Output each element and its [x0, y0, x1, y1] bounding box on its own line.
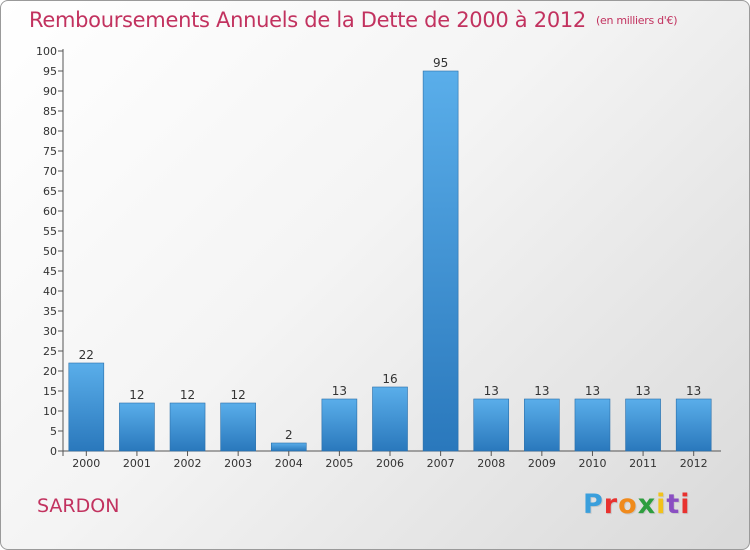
y-tick-label: 100	[36, 45, 57, 58]
bar-value-label: 12	[180, 388, 195, 402]
bar-value-label: 95	[433, 56, 448, 70]
y-tick-label: 95	[43, 65, 57, 78]
x-tick-label: 2000	[72, 457, 100, 470]
bar	[270, 442, 307, 452]
y-tick-label: 85	[43, 105, 57, 118]
y-tick-label: 30	[43, 325, 57, 338]
y-tick-label: 40	[43, 285, 57, 298]
bar	[169, 402, 206, 452]
y-tick-label: 25	[43, 345, 57, 358]
x-tick-label: 2006	[376, 457, 404, 470]
bar-value-label: 12	[231, 388, 246, 402]
x-tick-label: 2009	[528, 457, 556, 470]
bar	[524, 398, 560, 452]
x-tick-label: 2012	[680, 457, 708, 470]
logo-letter: i	[680, 489, 691, 520]
bar	[68, 362, 105, 452]
bar-value-label: 16	[382, 372, 397, 386]
y-tick-label: 70	[43, 165, 57, 178]
bar-value-label: 13	[332, 384, 347, 398]
bar-value-label: 22	[79, 348, 94, 362]
logo-letter: o	[618, 489, 638, 520]
y-tick-label: 5	[50, 425, 57, 438]
y-tick-label: 75	[43, 145, 57, 158]
y-tick-label: 90	[43, 85, 57, 98]
logo-letter: P	[583, 489, 604, 520]
logo-letter: x	[637, 489, 657, 520]
y-tick-label: 80	[43, 125, 57, 138]
x-tick-label: 2008	[477, 457, 505, 470]
x-tick-label: 2007	[427, 457, 455, 470]
y-tick-label: 50	[43, 245, 57, 258]
bar	[321, 398, 358, 452]
y-tick-label: 20	[43, 365, 57, 378]
bar-value-label: 12	[129, 388, 144, 402]
bar-value-label: 13	[534, 384, 549, 398]
y-tick-label: 65	[43, 185, 57, 198]
y-tick-label: 0	[50, 445, 57, 458]
logo-letter: t	[666, 489, 681, 520]
bar	[422, 70, 459, 452]
bar	[574, 398, 611, 452]
bar	[675, 398, 712, 452]
bar-value-label: 13	[635, 384, 650, 398]
bar	[220, 402, 256, 452]
logo-letter: r	[603, 489, 619, 520]
commune-name: SARDON	[37, 495, 120, 517]
x-tick-label: 2010	[578, 457, 606, 470]
logo-letter: i	[656, 489, 667, 520]
y-tick-label: 45	[43, 265, 57, 278]
x-tick-label: 2011	[629, 457, 657, 470]
y-tick-label: 55	[43, 225, 57, 238]
y-tick-label: 10	[43, 405, 57, 418]
proxiti-logo: Proxiti	[583, 489, 691, 520]
bar	[473, 398, 510, 452]
bar-value-label: 13	[686, 384, 701, 398]
bar-value-label: 13	[585, 384, 600, 398]
title-text: Remboursements Annuels de la Dette de 20…	[29, 8, 586, 32]
bar	[372, 386, 408, 452]
y-tick-label: 60	[43, 205, 57, 218]
chart-subtitle: (en milliers d'€)	[596, 14, 678, 27]
x-tick-label: 2004	[275, 457, 303, 470]
bar-value-label: 2	[285, 428, 293, 442]
bar-value-label: 13	[484, 384, 499, 398]
bar	[119, 402, 155, 452]
x-tick-label: 2003	[224, 457, 252, 470]
x-tick-label: 2002	[174, 457, 202, 470]
y-tick-label: 35	[43, 305, 57, 318]
chart-title: Remboursements Annuels de la Dette de 20…	[29, 8, 677, 32]
x-tick-label: 2005	[325, 457, 353, 470]
x-tick-label: 2001	[123, 457, 151, 470]
y-tick-label: 15	[43, 385, 57, 398]
bar	[625, 398, 661, 452]
